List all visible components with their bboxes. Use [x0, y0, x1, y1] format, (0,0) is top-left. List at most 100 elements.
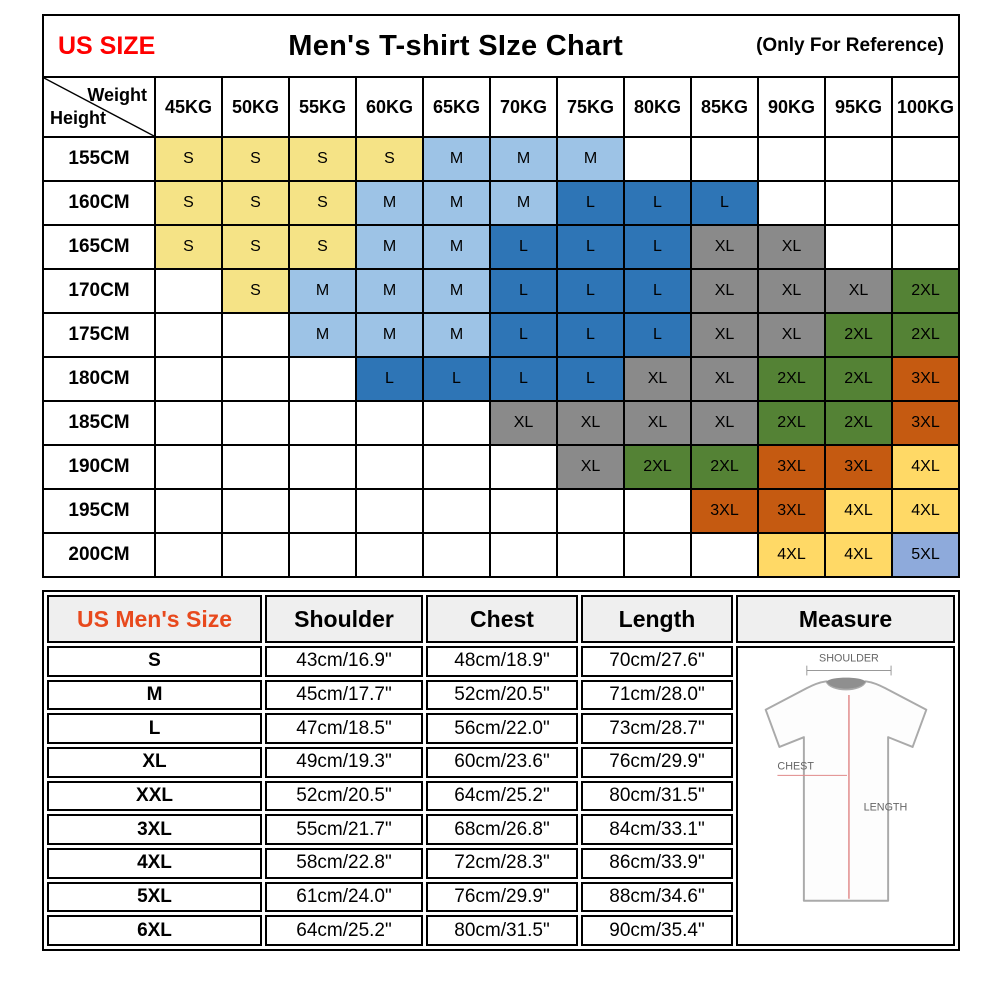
chest-measurement: 48cm/18.9": [426, 646, 578, 677]
size-cell: L: [556, 268, 625, 314]
size-cell-empty: [221, 444, 290, 490]
shoulder-measurement: 43cm/16.9": [265, 646, 423, 677]
size-cell-empty: [288, 444, 357, 490]
size-cell: L: [623, 312, 692, 358]
chest-measurement: 56cm/22.0": [426, 713, 578, 744]
size-cell: XL: [556, 444, 625, 490]
chest-measurement: 80cm/31.5": [426, 915, 578, 946]
size-cell-empty: [422, 400, 491, 446]
weight-col-header: 65KG: [422, 76, 491, 138]
tshirt-outline: [764, 680, 927, 902]
size-cell-empty: [154, 268, 223, 314]
length-measurement: 71cm/28.0": [581, 679, 733, 711]
size-cell: M: [355, 180, 424, 226]
grid-row: 160CM S S S M M M L L L: [42, 180, 960, 226]
grid-row: 200CM 4XL 4XL 5XL: [42, 532, 960, 578]
size-cell: XL: [623, 400, 692, 446]
size-cell: 4XL: [757, 532, 826, 578]
weight-col-header: 75KG: [556, 76, 625, 138]
size-cell: XL: [690, 312, 759, 358]
size-cell-empty: [556, 488, 625, 534]
size-grid-table: Weight Height 45KG 50KG 55KG 60KG 65KG 70KG 75KG…: [42, 76, 960, 578]
size-cell: 3XL: [824, 444, 893, 490]
size-cell-empty: [824, 180, 893, 226]
us-size-value: XL: [47, 746, 262, 778]
weight-col-header: 90KG: [757, 76, 826, 138]
grid-row: 180CM L L L L XL XL 2XL 2XL 3XL: [42, 356, 960, 402]
size-cell: XL: [690, 224, 759, 270]
size-cell: L: [556, 224, 625, 270]
weight-col-header: 70KG: [489, 76, 558, 138]
size-cell-empty: [288, 356, 357, 402]
tshirt-collar: [825, 677, 866, 689]
size-cell: S: [154, 180, 223, 226]
size-cell: XL: [757, 268, 826, 314]
weight-col-header: 45KG: [154, 76, 223, 138]
weight-col-header: 50KG: [221, 76, 290, 138]
tshirt-diagram-cell: SHOULDER CHEST LENGTH: [736, 646, 955, 946]
chest-measurement: 72cm/28.3": [426, 847, 578, 879]
size-cell-empty: [221, 400, 290, 446]
measure-col-header: Length: [581, 595, 733, 643]
size-cell-empty: [489, 444, 558, 490]
size-cell: L: [690, 180, 759, 226]
size-cell: 2XL: [824, 312, 893, 358]
us-size-value: S: [47, 646, 262, 677]
grid-row: 185CM XL XL XL XL 2XL 2XL 3XL: [42, 400, 960, 446]
height-row-header: 185CM: [42, 400, 156, 446]
us-size-value: 3XL: [47, 814, 262, 845]
size-cell-empty: [824, 224, 893, 270]
height-row-header: 165CM: [42, 224, 156, 270]
measure-row: XL 49cm/19.3" 60cm/23.6" 76cm/29.9": [47, 746, 955, 778]
page-title: Men's T-shirt SIze Chart: [288, 29, 624, 62]
size-cell-empty: [824, 136, 893, 182]
size-cell: S: [221, 180, 290, 226]
shoulder-measure-label: SHOULDER: [819, 653, 879, 665]
weight-col-header: 85KG: [690, 76, 759, 138]
size-cell-empty: [221, 356, 290, 402]
height-row-header: 170CM: [42, 268, 156, 314]
measure-col-header: Shoulder: [265, 595, 423, 643]
chest-measurement: 76cm/29.9": [426, 881, 578, 913]
size-cell-empty: [891, 136, 960, 182]
length-measurement: 84cm/33.1": [581, 814, 733, 845]
size-cell: 2XL: [891, 312, 960, 358]
height-row-header: 195CM: [42, 488, 156, 534]
size-cell: M: [422, 312, 491, 358]
measure-row: M 45cm/17.7" 52cm/20.5" 71cm/28.0": [47, 679, 955, 711]
size-cell: L: [422, 356, 491, 402]
size-cell: L: [623, 224, 692, 270]
size-cell: M: [355, 224, 424, 270]
size-cell: S: [288, 136, 357, 182]
shoulder-measurement: 49cm/19.3": [265, 746, 423, 778]
us-size-label: US SIZE: [58, 31, 156, 60]
weight-header-row: Weight Height 45KG 50KG 55KG 60KG 65KG 70KG 75KG…: [42, 76, 960, 138]
size-cell-empty: [221, 488, 290, 534]
size-cell-empty: [623, 136, 692, 182]
shoulder-measurement: 45cm/17.7": [265, 679, 423, 711]
size-cell: XL: [690, 356, 759, 402]
corner-weight-label: Weight: [87, 85, 147, 105]
size-cell: M: [489, 136, 558, 182]
grid-row: 190CM XL 2XL 2XL 3XL 3XL 4XL: [42, 444, 960, 490]
size-cell: M: [422, 180, 491, 226]
tshirt-diagram: SHOULDER CHEST LENGTH: [764, 653, 927, 902]
size-cell-empty: [355, 488, 424, 534]
size-cell: XL: [690, 268, 759, 314]
size-cell: L: [556, 356, 625, 402]
size-cell: XL: [489, 400, 558, 446]
size-cell-empty: [623, 488, 692, 534]
size-cell-empty: [154, 400, 223, 446]
size-cell-empty: [288, 488, 357, 534]
shoulder-measurement: 52cm/20.5": [265, 780, 423, 812]
size-chart-page: US SIZE Men's T-shirt SIze Chart (Only F…: [42, 14, 960, 951]
size-cell: L: [489, 312, 558, 358]
size-cell-empty: [891, 180, 960, 226]
size-cell: M: [556, 136, 625, 182]
size-cell-empty: [288, 400, 357, 446]
diagonal-divider-line: [44, 78, 154, 136]
grid-row: 155CM S S S S M M M: [42, 136, 960, 182]
size-cell: S: [221, 268, 290, 314]
size-cell: 2XL: [824, 356, 893, 402]
height-row-header: 200CM: [42, 532, 156, 578]
